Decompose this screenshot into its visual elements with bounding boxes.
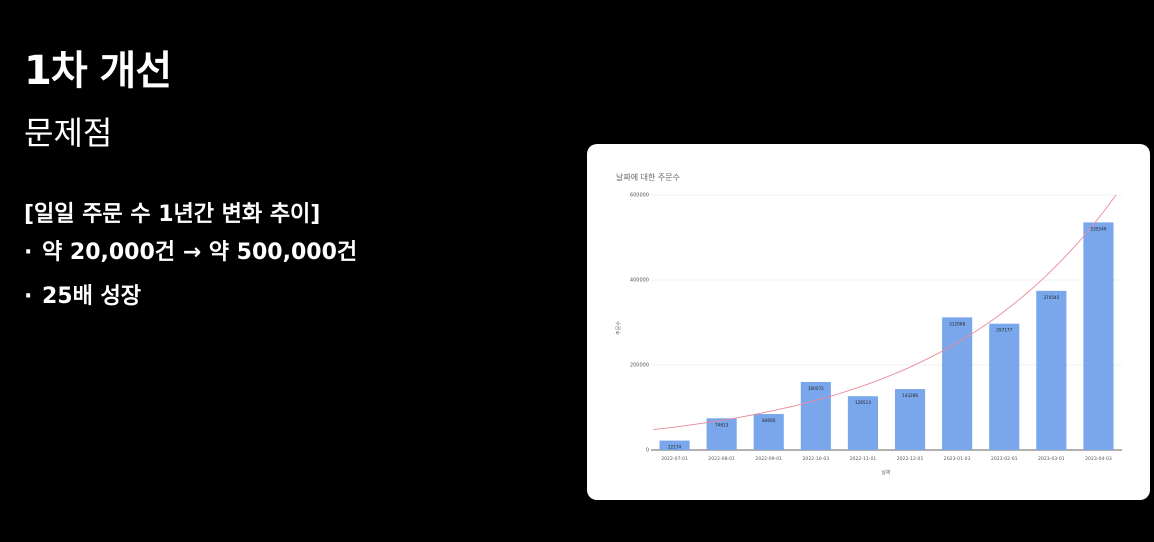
y-tick-label: 0 — [646, 448, 649, 454]
x-tick-label: 2022-07-01 — [661, 456, 688, 462]
data-label: 22174 — [668, 445, 682, 450]
slide-subtitle: 문제점 — [24, 114, 113, 152]
x-axis-label: 날짜 — [881, 469, 891, 476]
bar — [989, 323, 1020, 450]
bar — [1083, 222, 1114, 450]
bar — [894, 389, 926, 450]
bar — [1036, 290, 1067, 450]
trendline — [652, 194, 1117, 431]
bullet-dot: · — [24, 240, 33, 265]
data-label: 312068 — [949, 321, 965, 326]
bullet-text: 약 20,000건 → 약 500,000건 — [42, 240, 358, 265]
bullet-text: 25배 성장 — [42, 284, 141, 309]
section-heading: [일일 주문 수 1년간 변화 추이] — [24, 202, 321, 227]
bar — [847, 396, 879, 450]
data-label: 374545 — [1043, 295, 1059, 300]
bar — [942, 317, 973, 450]
data-label: 297177 — [996, 328, 1012, 333]
x-tick-label: 2023-04-03 — [1085, 456, 1112, 462]
x-tick-label: 2023-03-01 — [1038, 456, 1065, 462]
bar — [753, 414, 784, 450]
data-label: 160072 — [808, 386, 824, 391]
data-label: 535549 — [1090, 226, 1106, 231]
data-label: 126513 — [855, 400, 871, 405]
bullet-item: · 25배 성장 — [24, 282, 357, 326]
slide-title: 1차 개선 — [24, 48, 172, 94]
bullet-item: · 약 20,000건 → 약 500,000건 — [24, 238, 357, 282]
bar-chart: 날짜에 대한 주문수 주문수 날짜 0 200000 400000 600000 22… — [616, 172, 1122, 476]
y-tick-label: 400000 — [630, 278, 649, 284]
data-label: 74613 — [715, 422, 729, 427]
chart-card: 날짜에 대한 주문수 주문수 날짜 0 200000 400000 600000 22… — [587, 144, 1150, 500]
bar — [800, 381, 831, 450]
x-tick-label: 2023-01-03 — [944, 456, 971, 462]
x-tick-label: 2022-10-03 — [802, 456, 829, 462]
x-tick-label: 2022-08-01 — [708, 456, 735, 462]
bar — [659, 440, 690, 450]
data-label: 143286 — [902, 393, 918, 398]
x-tick-label: 2023-02-01 — [991, 456, 1018, 462]
data-label: 84660 — [762, 418, 776, 423]
bar — [706, 418, 737, 450]
y-tick-label: 200000 — [630, 363, 649, 369]
chart-title: 날짜에 대한 주문수 — [616, 172, 680, 182]
x-tick-label: 2022-11-01 — [850, 456, 877, 462]
y-tick-label: 600000 — [630, 193, 649, 199]
x-tick-label: 2022-09-01 — [755, 456, 782, 462]
x-tick-label: 2022-12-01 — [897, 456, 924, 462]
bullet-list: · 약 20,000건 → 약 500,000건 · 25배 성장 — [24, 238, 357, 326]
y-axis-label: 주문수 — [616, 321, 622, 335]
bullet-dot: · — [24, 284, 33, 309]
